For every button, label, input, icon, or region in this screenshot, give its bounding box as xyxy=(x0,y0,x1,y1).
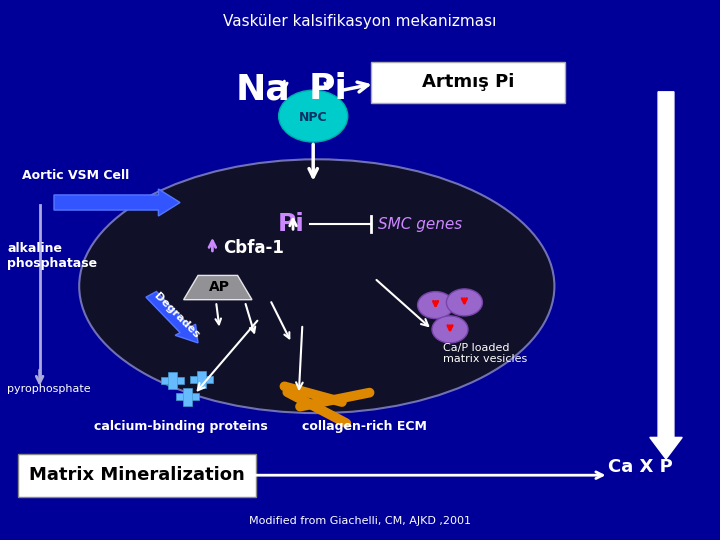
Text: Artmış Pi: Artmış Pi xyxy=(422,73,514,91)
Bar xyxy=(168,372,177,389)
FancyArrow shape xyxy=(650,92,683,459)
Ellipse shape xyxy=(79,159,554,413)
FancyArrow shape xyxy=(54,189,180,216)
Bar xyxy=(161,377,184,384)
Text: collagen-rich ECM: collagen-rich ECM xyxy=(302,420,427,433)
FancyArrow shape xyxy=(146,292,198,343)
Bar xyxy=(197,371,206,388)
Text: Cbfa-1: Cbfa-1 xyxy=(223,239,284,258)
Text: Ca/P loaded
matrix vesicles: Ca/P loaded matrix vesicles xyxy=(443,343,527,364)
Text: NPC: NPC xyxy=(299,111,328,124)
Bar xyxy=(176,394,199,400)
Circle shape xyxy=(279,90,348,142)
Text: Matrix Mineralization: Matrix Mineralization xyxy=(29,466,245,484)
Text: SMC genes: SMC genes xyxy=(378,217,462,232)
Text: Degrades: Degrades xyxy=(152,291,201,341)
Text: alkaline
phosphatase: alkaline phosphatase xyxy=(7,242,97,271)
Text: Aortic VSM Cell: Aortic VSM Cell xyxy=(22,169,129,182)
Text: Pi: Pi xyxy=(278,212,305,236)
Text: Pi: Pi xyxy=(308,72,347,106)
Circle shape xyxy=(418,292,454,319)
Text: Vasküler kalsifikasyon mekanizması: Vasküler kalsifikasyon mekanizması xyxy=(223,14,497,29)
Bar xyxy=(190,376,213,383)
FancyBboxPatch shape xyxy=(18,454,256,497)
Polygon shape xyxy=(184,275,252,300)
Circle shape xyxy=(446,289,482,316)
Circle shape xyxy=(432,316,468,343)
FancyBboxPatch shape xyxy=(371,62,565,103)
Text: AP: AP xyxy=(209,280,230,294)
Text: Modified from Giachelli, CM, AJKD ,2001: Modified from Giachelli, CM, AJKD ,2001 xyxy=(249,516,471,526)
Text: calcium-binding proteins: calcium-binding proteins xyxy=(94,420,267,433)
Text: Ca X P: Ca X P xyxy=(608,458,673,476)
Bar xyxy=(183,388,192,406)
Text: Na: Na xyxy=(235,72,290,106)
Text: pyrophosphate: pyrophosphate xyxy=(7,384,91,394)
